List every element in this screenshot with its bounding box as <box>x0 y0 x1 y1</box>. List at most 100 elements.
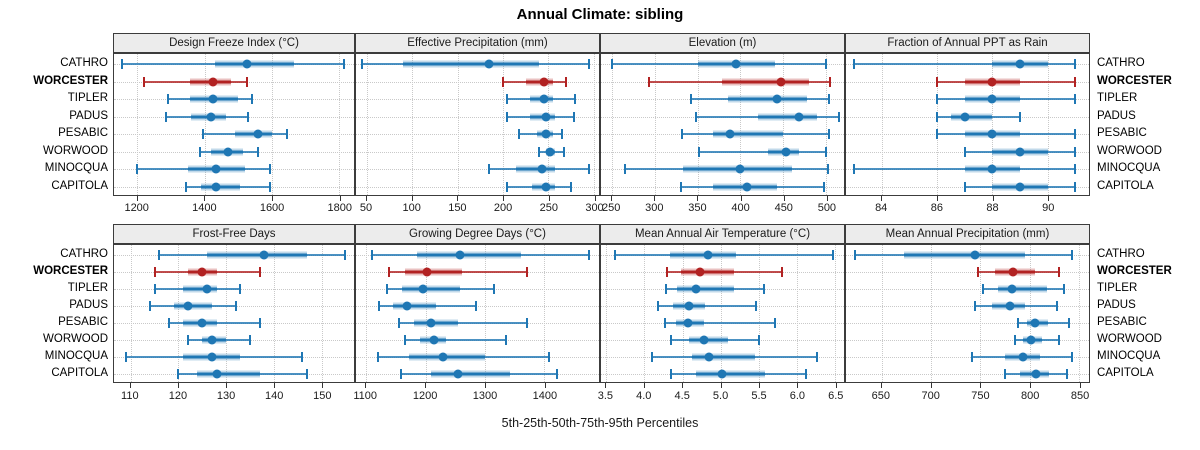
axis-tick <box>936 196 938 201</box>
gridline <box>457 54 459 195</box>
whisker-iqr-box <box>214 62 294 66</box>
whisker-cap <box>774 318 777 328</box>
whisker-cap <box>488 164 491 175</box>
whisker-cap <box>518 129 521 140</box>
panel-plot <box>600 53 845 196</box>
whisker-cap <box>827 129 830 140</box>
gridline <box>178 245 180 382</box>
whisker-iqr-box <box>691 355 755 359</box>
gridline <box>356 134 599 136</box>
whisker-cap <box>664 284 667 294</box>
axis-tick <box>826 196 828 201</box>
gridline <box>544 245 546 382</box>
axis-tick-label: 3.5 <box>597 390 614 402</box>
axis-tick <box>484 383 486 388</box>
median-dot <box>212 369 222 379</box>
median-dot <box>207 335 217 345</box>
whisker-cap <box>623 164 626 175</box>
whisker-cap <box>572 111 575 122</box>
gridline <box>356 187 599 188</box>
median-dot <box>253 129 263 139</box>
gridline <box>366 245 368 382</box>
median-dot <box>539 77 549 87</box>
panel-plot <box>845 53 1090 196</box>
axis-tick-label: 250 <box>602 202 621 214</box>
median-dot <box>418 284 428 294</box>
median-dot <box>422 267 432 277</box>
gridline <box>226 245 228 382</box>
whisker-cap <box>525 267 528 277</box>
median-dot <box>211 182 221 192</box>
site-label: MINOCQUA <box>1097 162 1161 175</box>
whisker-cap <box>698 146 701 157</box>
panel-plot <box>355 244 600 383</box>
whisker-cap <box>829 76 832 87</box>
whisker-cap <box>853 59 856 69</box>
site-label: TIPLER <box>1097 92 1138 105</box>
whisker-cap <box>936 129 939 140</box>
median-dot <box>545 147 555 157</box>
whisker-cap <box>501 76 504 87</box>
axis-tick-label: 250 <box>539 202 558 214</box>
whisker-cap <box>177 369 180 379</box>
whisker-cap <box>1071 352 1074 362</box>
whisker-cap <box>258 267 261 277</box>
gridline <box>606 245 608 382</box>
whisker-cap <box>1016 318 1019 328</box>
axis-tick-label: 1100 <box>353 390 377 402</box>
site-label: TIPLER <box>1097 282 1138 294</box>
whisker-iqr-box <box>173 304 212 308</box>
panel-plot <box>355 53 600 196</box>
axis-tick <box>643 383 645 388</box>
median-dot <box>1018 352 1028 362</box>
whisker-cap <box>186 335 189 345</box>
axis-tick <box>503 196 505 201</box>
axis-tick <box>272 196 274 201</box>
site-label: PADUS <box>69 299 108 311</box>
site-label: WORCESTER <box>33 265 108 277</box>
site-label: PESABIC <box>1097 316 1147 328</box>
gridline <box>826 54 828 195</box>
whisker-cap <box>1071 250 1074 260</box>
median-dot <box>541 182 551 192</box>
axis-tick <box>365 383 367 388</box>
panel-plot <box>113 53 355 196</box>
panel-header: Mean Annual Precipitation (mm) <box>845 224 1090 244</box>
site-label: PESABIC <box>58 316 108 328</box>
gridline <box>412 54 414 195</box>
whisker-cap <box>397 318 400 328</box>
whisker-cap <box>780 267 783 277</box>
axis-tick <box>548 196 550 201</box>
site-label: WORWOOD <box>43 333 108 345</box>
axis-tick-label: 150 <box>448 202 467 214</box>
gridline <box>271 54 273 195</box>
site-label: CAPITOLA <box>1097 180 1154 192</box>
median-dot <box>970 250 980 260</box>
median-dot <box>717 369 727 379</box>
whisker-outer <box>398 322 527 324</box>
whisker-cap <box>153 284 156 294</box>
whisker-cap <box>562 146 565 157</box>
whisker-cap <box>285 129 288 140</box>
axis-tick-label: 130 <box>216 390 236 402</box>
whisker-cap <box>853 164 856 175</box>
gridline <box>356 99 599 101</box>
site-label: CATHRO <box>60 248 108 260</box>
gridline <box>1029 245 1031 382</box>
median-dot <box>794 112 804 122</box>
whisker-cap <box>148 301 151 311</box>
whisker-cap <box>378 301 381 311</box>
whisker-cap <box>565 76 568 87</box>
whisker-outer <box>664 322 776 324</box>
whisker-cap <box>234 301 237 311</box>
whisker-cap <box>269 182 272 192</box>
median-dot <box>772 94 782 104</box>
axis-tick <box>980 383 982 388</box>
whisker-cap <box>387 267 390 277</box>
median-dot <box>426 318 436 328</box>
median-dot <box>208 94 218 104</box>
axis-tick <box>605 383 607 388</box>
whisker-cap <box>971 352 974 362</box>
axis-tick <box>177 383 179 388</box>
axis-tick-label: 400 <box>731 202 750 214</box>
